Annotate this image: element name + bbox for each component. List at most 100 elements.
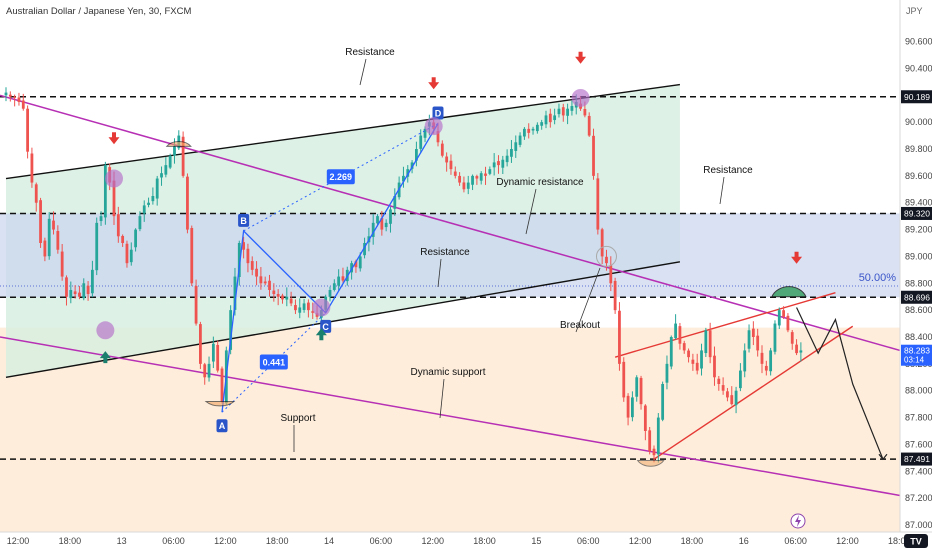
candle-body-88[interactable] [384, 222, 388, 228]
candle-body-18[interactable] [82, 283, 86, 299]
candle-body-95[interactable] [415, 149, 418, 161]
candle-body-28[interactable] [125, 243, 129, 264]
candle-body-145[interactable] [631, 397, 634, 418]
candle-body-104[interactable] [453, 171, 457, 176]
candle-body-81[interactable] [354, 261, 358, 268]
candle-body-111[interactable] [484, 173, 487, 176]
candle-body-161[interactable] [700, 350, 703, 369]
candle-body-146[interactable] [635, 377, 639, 397]
candle-body-67[interactable] [294, 305, 297, 311]
wedge-bottom-line[interactable] [653, 325, 854, 460]
candle-body-17[interactable] [78, 292, 81, 297]
candle-body-41[interactable] [181, 136, 185, 176]
candle-body-82[interactable] [358, 256, 362, 269]
candle-body-27[interactable] [121, 235, 125, 243]
candle-body-1[interactable] [8, 94, 12, 97]
candle-body-169[interactable] [734, 390, 738, 406]
candle-body-109[interactable] [475, 176, 479, 179]
candle-body-144[interactable] [626, 395, 630, 418]
candle-body-70[interactable] [307, 302, 310, 311]
candle-body-119[interactable] [518, 135, 522, 145]
candle-body-3[interactable] [17, 97, 21, 102]
candle-body-113[interactable] [492, 162, 496, 168]
candle-body-167[interactable] [726, 391, 729, 398]
candle-body-124[interactable] [540, 122, 544, 126]
candle-body-172[interactable] [747, 330, 751, 349]
candle-body-155[interactable] [674, 323, 677, 339]
candle-body-54[interactable] [237, 243, 241, 277]
candle-body-43[interactable] [190, 228, 194, 284]
candle-body-138[interactable] [600, 229, 604, 257]
candle-body-174[interactable] [756, 335, 760, 351]
candle-body-183[interactable] [795, 344, 798, 354]
candle-body-45[interactable] [199, 324, 202, 364]
candle-body-143[interactable] [622, 361, 626, 398]
candle-body-142[interactable] [618, 310, 621, 364]
candle-body-129[interactable] [561, 107, 565, 116]
candle-body-97[interactable] [423, 128, 427, 138]
candle-body-159[interactable] [691, 359, 695, 364]
candle-body-8[interactable] [39, 200, 42, 243]
candle-body-106[interactable] [462, 182, 466, 190]
candle-body-158[interactable] [687, 350, 690, 358]
candle-body-103[interactable] [449, 160, 453, 170]
candle-body-175[interactable] [760, 352, 764, 364]
candle-body-35[interactable] [155, 178, 159, 199]
candle-body-152[interactable] [661, 384, 665, 420]
candle-body-163[interactable] [708, 330, 712, 358]
candle-body-9[interactable] [43, 240, 47, 257]
candle-body-148[interactable] [643, 405, 647, 431]
candle-body-178[interactable] [773, 323, 777, 352]
candle-body-105[interactable] [458, 175, 461, 183]
candle-body-52[interactable] [229, 310, 233, 350]
candle-body-118[interactable] [514, 142, 518, 151]
candle-body-171[interactable] [743, 350, 747, 372]
candle-body-68[interactable] [298, 307, 302, 313]
candle-body-57[interactable] [250, 261, 254, 270]
candle-body-44[interactable] [194, 285, 198, 324]
candle-body-184[interactable] [799, 350, 803, 353]
candle-body-85[interactable] [371, 222, 375, 237]
candle-body-156[interactable] [678, 326, 682, 344]
dynamic-support-line[interactable] [0, 336, 901, 497]
candle-body-56[interactable] [246, 248, 250, 264]
candle-body-107[interactable] [466, 182, 470, 189]
candle-body-63[interactable] [276, 294, 280, 297]
candle-body-76[interactable] [332, 283, 336, 290]
candle-body-102[interactable] [445, 156, 449, 163]
candle-body-123[interactable] [535, 124, 539, 132]
candle-body-33[interactable] [147, 202, 150, 205]
candle-body-42[interactable] [186, 176, 189, 230]
candle-body-160[interactable] [695, 362, 699, 371]
candle-body-134[interactable] [583, 108, 587, 116]
channel-top-line[interactable] [5, 83, 681, 180]
candle-body-15[interactable] [69, 290, 73, 299]
candle-body-140[interactable] [609, 265, 613, 284]
candle-body-92[interactable] [402, 175, 405, 182]
candle-body-121[interactable] [527, 128, 531, 133]
candle-body-11[interactable] [52, 220, 55, 230]
dynamic-resistance-line[interactable] [0, 94, 901, 352]
candle-body-69[interactable] [302, 303, 306, 310]
candle-body-154[interactable] [669, 337, 673, 367]
candle-body-94[interactable] [410, 162, 414, 169]
candle-body-141[interactable] [613, 280, 617, 311]
candle-body-30[interactable] [134, 229, 137, 248]
candle-body-177[interactable] [769, 350, 773, 372]
candle-body-21[interactable] [95, 222, 99, 271]
candle-body-135[interactable] [587, 115, 591, 136]
candle-body-12[interactable] [56, 231, 60, 250]
candle-body-182[interactable] [790, 332, 794, 344]
candle-body-55[interactable] [242, 242, 245, 250]
candle-body-34[interactable] [151, 196, 155, 202]
candle-body-125[interactable] [544, 115, 548, 125]
candle-body-96[interactable] [419, 135, 423, 149]
candle-body-26[interactable] [116, 214, 120, 237]
candle-body-0[interactable] [4, 92, 8, 96]
candle-body-32[interactable] [142, 205, 146, 214]
candle-body-115[interactable] [501, 159, 505, 168]
candle-body-89[interactable] [389, 209, 392, 224]
candle-body-75[interactable] [328, 290, 332, 297]
candle-body-164[interactable] [713, 355, 716, 378]
candle-body-117[interactable] [510, 149, 513, 157]
